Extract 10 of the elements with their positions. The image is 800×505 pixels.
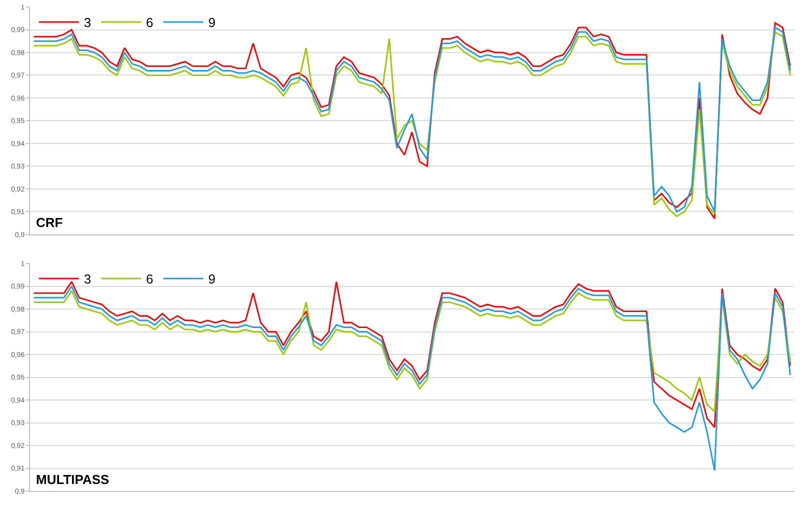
legend-label: 3 bbox=[84, 15, 92, 30]
legend-label: 9 bbox=[208, 15, 216, 30]
line-series bbox=[33, 290, 791, 412]
text: CRF bbox=[36, 215, 63, 230]
legend-label: 3 bbox=[84, 272, 92, 287]
legend-label: 6 bbox=[146, 272, 154, 287]
line-series bbox=[33, 286, 791, 472]
legend-label: 9 bbox=[208, 272, 216, 287]
legend-label: 6 bbox=[146, 15, 154, 30]
text: MULTIPASS bbox=[36, 472, 110, 487]
